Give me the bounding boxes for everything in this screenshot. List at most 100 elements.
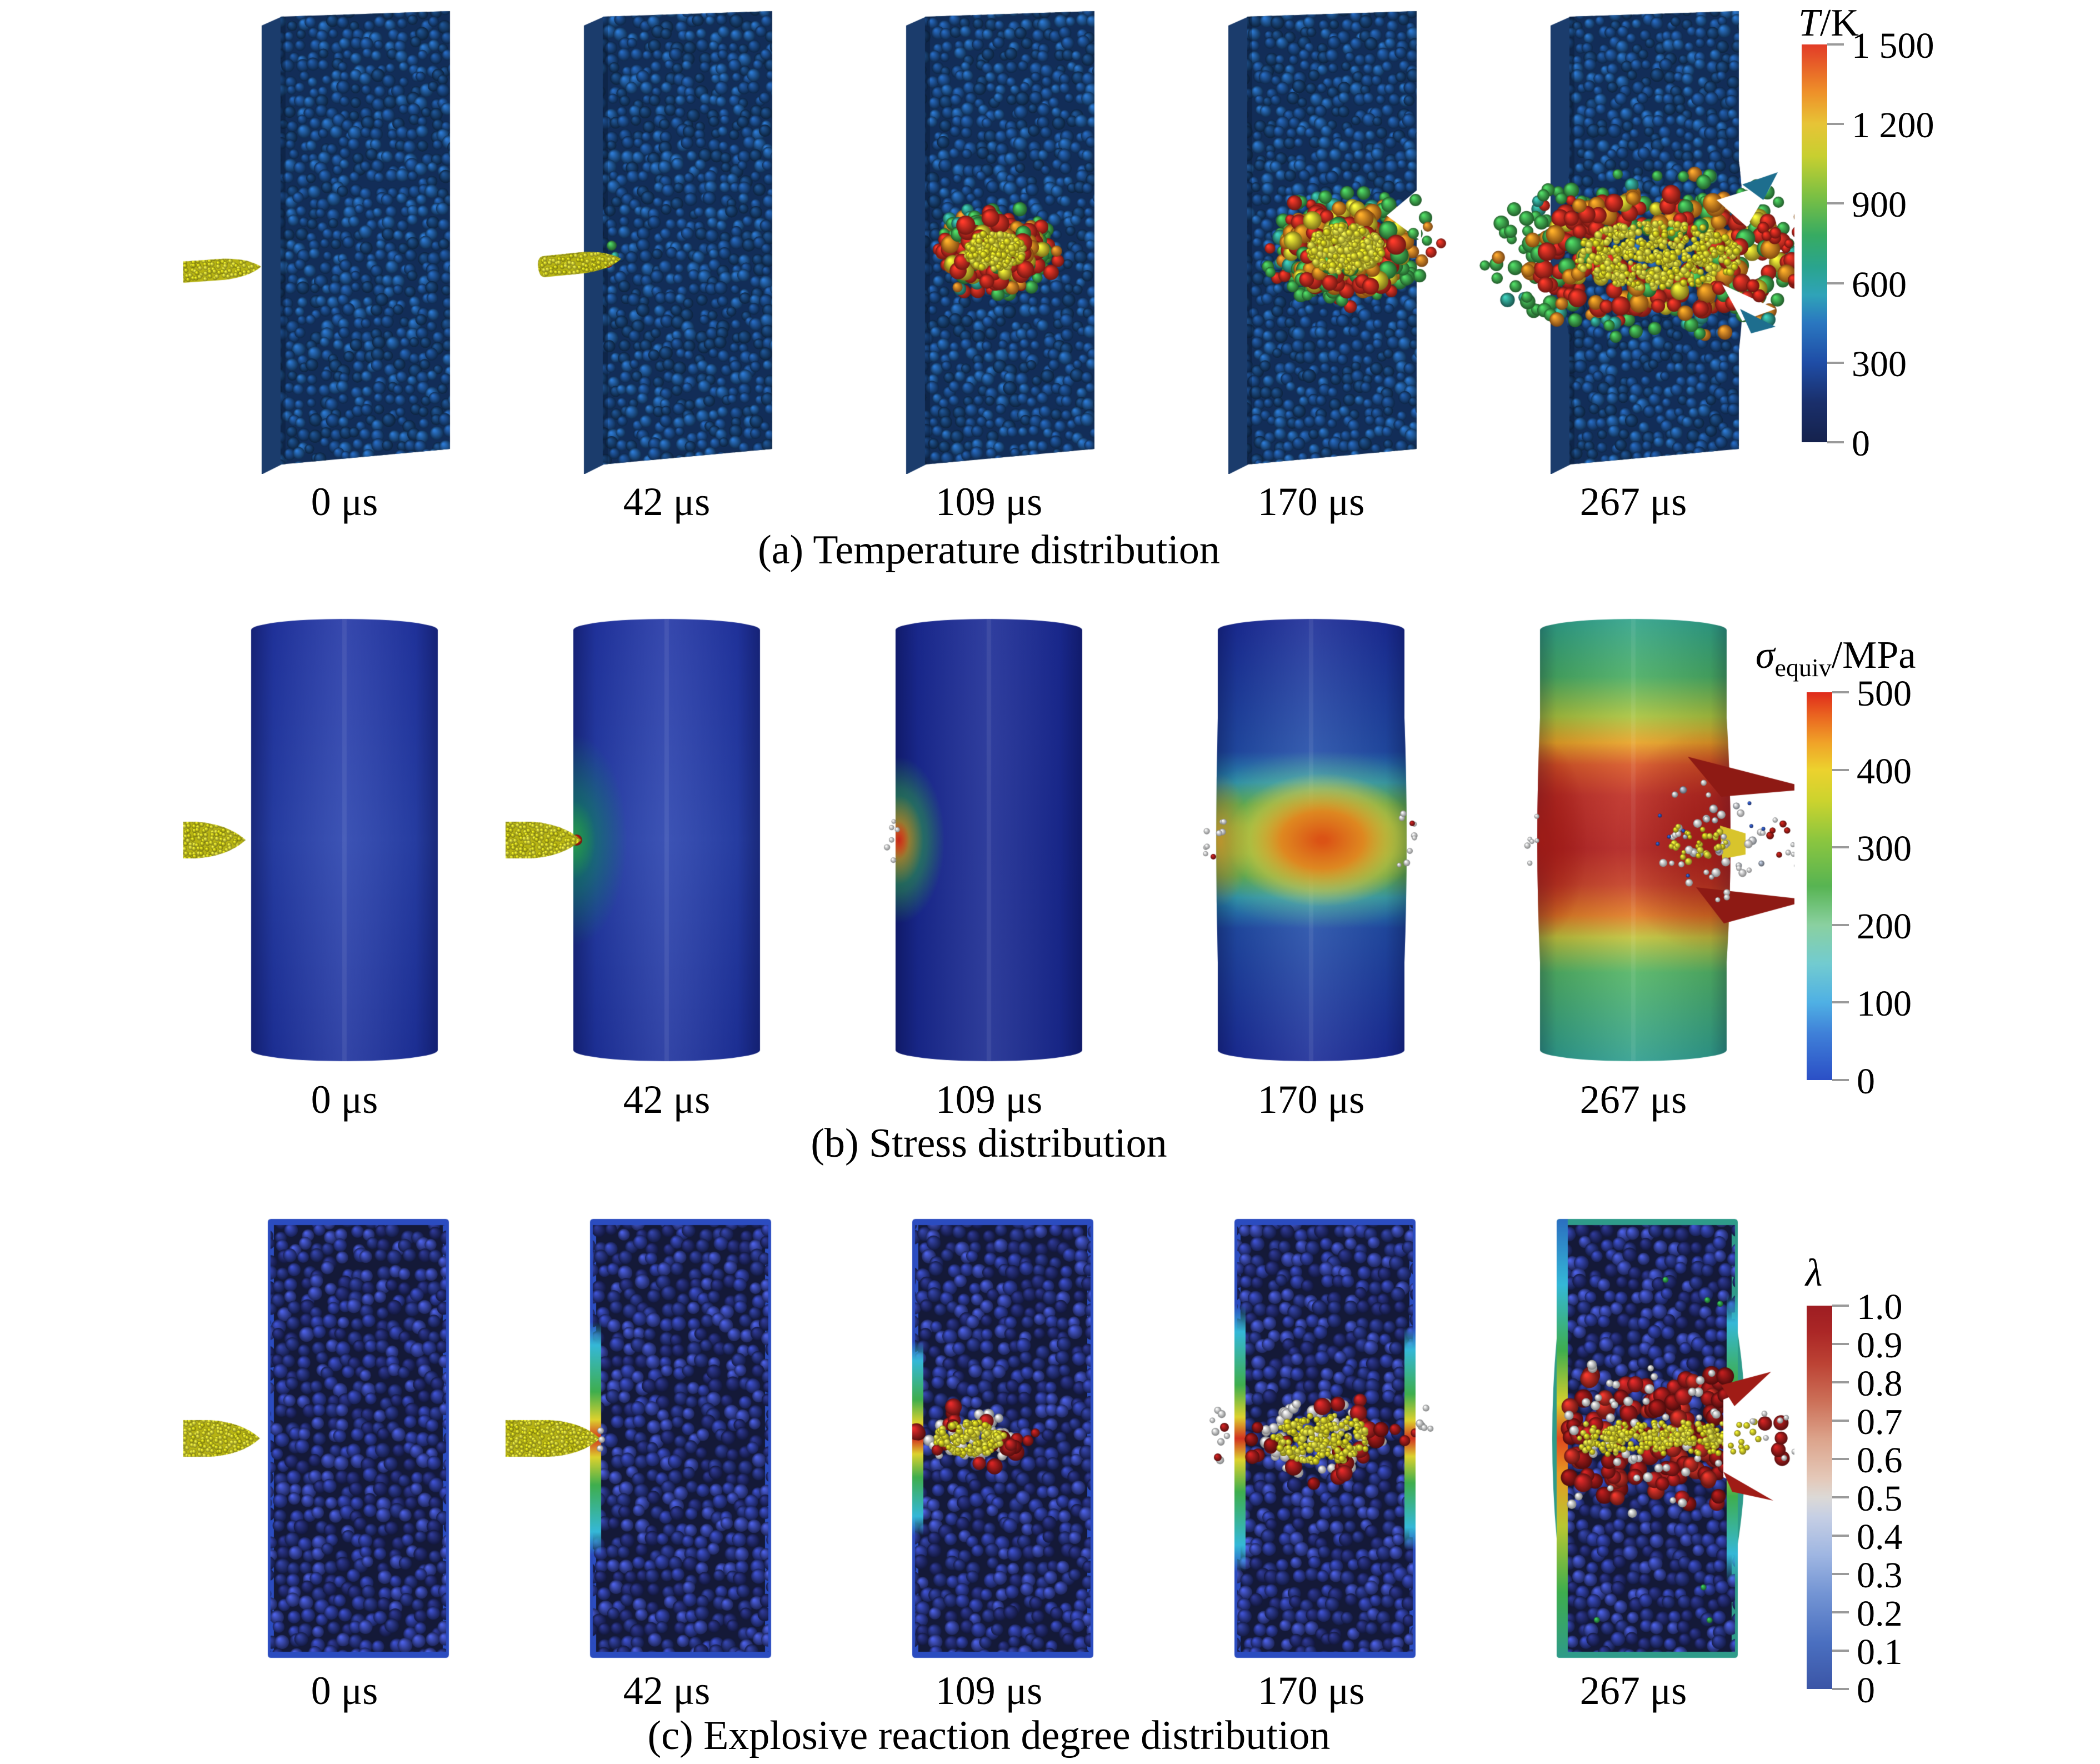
colorbar-tick [1832,1079,1849,1081]
time-label: 267 μs [1579,1077,1687,1122]
caption-a: (a) Temperature distribution [758,527,1220,573]
colorbar-tick-label: 0.7 [1857,1402,1903,1442]
colorbar-tick-label: 1 200 [1852,105,1934,146]
unit-K: /K [1819,2,1859,44]
symbol-lambda: λ [1806,1252,1823,1295]
time-label: 42 μs [623,479,711,524]
reaction-snapshot-109us [828,1213,1150,1665]
reaction-snapshot-170us [1150,1213,1472,1665]
colorbar-tick-label: 1.0 [1857,1287,1903,1327]
unit-MPa: /MPa [1831,634,1916,677]
stress-snapshot-170us [1150,610,1472,1071]
stress-snapshot-0us [183,610,506,1071]
colorbar-tick [1832,923,1849,926]
row-c-frames [183,1213,1794,1665]
temperature-snapshot-0us [183,4,506,474]
snapshot-cell [183,4,506,474]
colorbar-temperature [1802,44,1827,442]
colorbar-tick-label: 0.3 [1857,1555,1903,1596]
colorbar-tick [1827,202,1844,205]
snapshot-cell [1472,1213,1794,1665]
colorbar-tick [1832,1496,1849,1498]
colorbar-tick-label: 400 [1857,751,1912,792]
colorbar-tick-label: 0.5 [1857,1478,1903,1519]
snapshot-cell [1472,4,1794,474]
time-label: 170 μs [1257,479,1365,524]
temperature-snapshot-267us [1472,4,1794,474]
row-b-time-labels: 0 μs 42 μs 109 μs 170 μs 267 μs [183,1077,1794,1123]
time-label: 170 μs [1257,1077,1365,1122]
colorbar-tick-label: 300 [1857,828,1912,869]
colorbar-tick [1832,768,1849,771]
time-label: 0 μs [311,1668,378,1713]
colorbar-tick [1827,282,1844,284]
colorbar-tick [1827,43,1844,46]
colorbar-tick [1832,1458,1849,1460]
snapshot-cell [828,610,1150,1071]
colorbar-tick [1832,1381,1849,1383]
snapshot-cell [183,1213,506,1665]
colorbar-tick [1827,123,1844,126]
stress-snapshot-109us [828,610,1150,1071]
reaction-snapshot-267us [1472,1213,1794,1665]
colorbar-title-stress: σequiv/MPa [1756,633,1916,682]
colorbar-tick [1827,361,1844,364]
colorbar-tick [1832,1343,1849,1345]
colorbar-tick [1832,1535,1849,1537]
colorbar-tick [1827,441,1844,443]
colorbar-tick-label: 0.4 [1857,1517,1903,1557]
colorbar-tick [1832,1611,1849,1613]
caption-c: (c) Explosive reaction degree distributi… [647,1713,1331,1758]
symbol-T: T [1798,2,1820,44]
colorbar-tick-label: 300 [1852,343,1907,384]
colorbar-tick [1832,1305,1849,1307]
colorbar-tick-label: 0 [1857,1061,1875,1102]
stress-snapshot-42us [506,610,828,1071]
colorbar-tick-label: 600 [1852,264,1907,305]
colorbar-tick [1832,1001,1849,1004]
row-a-frames [183,4,1794,474]
row-a-time-labels: 0 μs 42 μs 109 μs 170 μs 267 μs [183,479,1794,525]
row-c-time-labels: 0 μs 42 μs 109 μs 170 μs 267 μs [183,1668,1794,1714]
temperature-snapshot-170us [1150,4,1472,474]
colorbar-lambda [1807,1306,1832,1689]
colorbar-tick-label: 0.2 [1857,1593,1903,1634]
time-label: 267 μs [1579,1668,1687,1713]
colorbar-tick-label: 900 [1852,184,1907,226]
colorbar-title-temperature: T/K [1798,1,1859,50]
snapshot-cell [828,1213,1150,1665]
colorbar-tick-label: 0.1 [1857,1632,1903,1672]
snapshot-cell [506,1213,828,1665]
snapshot-cell [183,610,506,1071]
snapshot-cell [1150,1213,1472,1665]
reaction-snapshot-42us [506,1213,828,1665]
snapshot-cell [828,4,1150,474]
time-label: 0 μs [311,1077,378,1122]
row-b-frames [183,610,1794,1071]
colorbar-tick [1832,1650,1849,1652]
temperature-snapshot-109us [828,4,1150,474]
colorbar-tick-label: 0 [1857,1670,1875,1711]
symbol-sigma: σ [1756,634,1775,677]
symbol-sub-equiv: equiv [1774,653,1832,682]
reaction-snapshot-0us [183,1213,506,1665]
colorbar-tick-label: 0.9 [1857,1325,1903,1366]
time-label: 109 μs [935,1668,1043,1713]
colorbar-stress [1807,692,1832,1080]
caption-b: (b) Stress distribution [811,1121,1167,1166]
colorbar-tick [1832,1688,1849,1690]
colorbar-tick [1832,846,1849,849]
time-label: 267 μs [1579,479,1687,524]
colorbar-tick-label: 100 [1857,983,1912,1025]
snapshot-cell [1150,610,1472,1071]
stress-snapshot-267us [1472,610,1794,1071]
snapshot-cell [1472,610,1794,1071]
colorbar-tick-label: 0.8 [1857,1363,1903,1404]
temperature-snapshot-42us [506,4,828,474]
time-label: 42 μs [623,1077,711,1122]
colorbar-tick-label: 0.6 [1857,1440,1903,1481]
time-label: 42 μs [623,1668,711,1713]
colorbar-tick [1832,691,1849,693]
colorbar-tick-label: 200 [1857,906,1912,947]
